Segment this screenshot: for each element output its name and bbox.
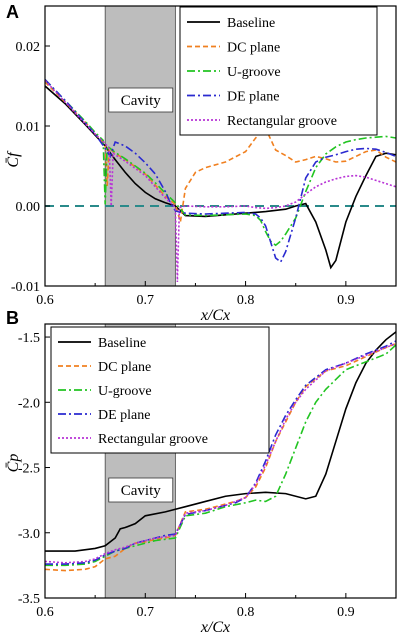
panel-a-y-tick-label: 0.01 (16, 120, 41, 135)
panel-a-label: A (6, 2, 19, 22)
panel-a-legend-label-u-groove: U-groove (227, 65, 281, 80)
panel-a-y-tick-label: 0.00 (16, 200, 41, 215)
panel-a-x-tick-label: 0.6 (36, 293, 54, 308)
panel-a-x-tick-label: 0.9 (337, 293, 355, 308)
panel-b-x-tick-label: 0.7 (137, 605, 155, 620)
panel-b-plot-frame (44, 323, 397, 599)
panel-b-x-tick-label: 0.6 (36, 605, 54, 620)
panel-a-series (45, 79, 396, 283)
panel-b-legend-label-de-plane: DE plane (98, 408, 150, 423)
panel-b-series-dc-plane (45, 342, 396, 572)
panel-a: A Cavity 0.6 0.7 0.8 0.9 -0.01 0.00 0.01 0.02 x… (5, 2, 397, 324)
panel-b: B Cavity 0.6 0.7 0.8 0.9 -3.5 -3.0 -2.5 -2.0 -1.… (5, 308, 397, 632)
panel-b-label: B (6, 308, 19, 328)
panel-b-y-tick-label: -3.5 (18, 592, 40, 607)
panel-b-series-rectangular-groove (45, 342, 396, 564)
panel-a-y-axis-label: C̄f (5, 150, 22, 168)
panel-b-cavity-label-box (108, 477, 174, 503)
panel-b-cavity-label: Cavity (121, 483, 161, 499)
panel-a-y-tick-label: 0.02 (16, 40, 41, 55)
panel-a-cavity-label-box (108, 87, 174, 113)
panel-b-series-baseline (45, 331, 396, 552)
panel-a-legend: Baseline DC plane U-groove DE plane Rectangu… (179, 6, 378, 136)
panel-b-legend-label-dc-plane: DC plane (98, 360, 151, 375)
panel-b-legend: Baseline DC plane U-groove DE plane Rectangu… (50, 326, 270, 454)
panel-b-ticks: 0.6 0.7 0.8 0.9 -3.5 -3.0 -2.5 -2.0 -1.5 (18, 331, 355, 620)
panel-b-y-tick-label: -2.5 (18, 462, 40, 477)
panel-a-y-tick-label: -0.01 (11, 280, 40, 295)
panel-a-x-tick-label: 0.7 (137, 293, 155, 308)
panel-a-legend-label-de-plane: DE plane (227, 90, 279, 105)
panel-a-x-axis-label: x/Cx (200, 307, 230, 324)
panel-b-series (45, 331, 396, 572)
panel-a-legend-label-baseline: Baseline (227, 16, 275, 31)
panel-b-y-tick-label: -2.0 (18, 396, 40, 411)
panel-a-x-tick-label: 0.8 (237, 293, 255, 308)
panel-a-legend-label-dc-plane: DC plane (227, 41, 280, 56)
panel-b-legend-label-rectangular-groove: Rectangular groove (98, 432, 208, 447)
panel-a-cavity-label: Cavity (121, 93, 161, 109)
panel-b-y-tick-label: -1.5 (18, 331, 40, 346)
panel-b-x-tick-label: 0.9 (337, 605, 355, 620)
panel-a-series-dc-plane (45, 81, 396, 223)
panel-a-plot-frame (44, 5, 397, 287)
panel-b-x-tick-label: 0.8 (237, 605, 255, 620)
panel-a-ticks: 0.6 0.7 0.8 0.9 -0.01 0.00 0.01 0.02 (11, 40, 355, 308)
panel-b-x-axis-label: x/Cx (200, 619, 230, 632)
panel-b-legend-box (50, 326, 270, 454)
panel-b-legend-label-baseline: Baseline (98, 336, 146, 351)
panel-a-cavity-region (104, 5, 176, 287)
panel-a-legend-label-rectangular-groove: Rectangular groove (227, 114, 337, 129)
panel-b-y-axis-label: C̄p (5, 454, 22, 473)
panel-a-legend-box (179, 6, 378, 136)
panel-b-y-tick-label: -3.0 (18, 527, 40, 542)
panel-b-legend-label-u-groove: U-groove (98, 384, 152, 399)
panel-a-series-de-plane (45, 79, 396, 264)
panel-a-series-u-groove (45, 79, 396, 247)
